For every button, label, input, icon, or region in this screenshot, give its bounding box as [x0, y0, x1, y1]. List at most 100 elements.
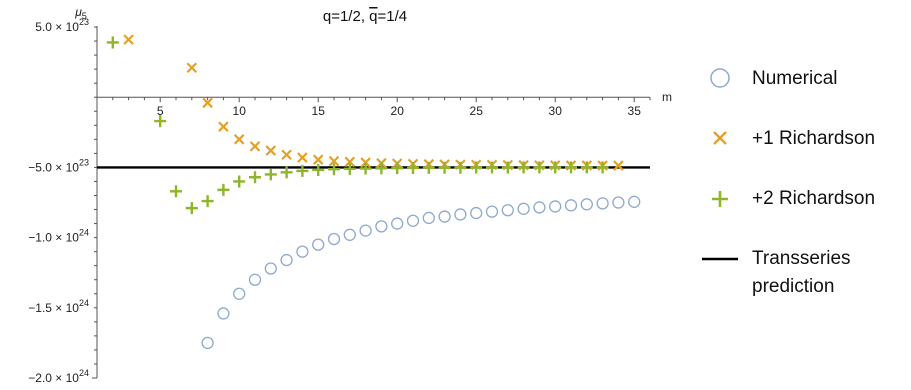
x-tick-label: 10 [233, 104, 247, 118]
numerical-point [359, 224, 372, 237]
numerical-point [501, 204, 514, 217]
richardson2-point [596, 161, 609, 174]
chart-title: q=1/2, q=1/4 [323, 8, 407, 25]
numerical-point [264, 262, 277, 275]
numerical-point [327, 232, 341, 246]
legend-item-richardson-2: +2 Richardson [700, 180, 911, 240]
chart-axes: 5 10 15 20 25 30 35 5.0 × 1023 −5.0 × 1023 −1.0 ×… [28, 5, 672, 385]
cross-marker-icon [713, 131, 727, 145]
numerical-point [628, 195, 641, 208]
richardson2-point [580, 161, 593, 174]
richardson2-point [264, 168, 277, 181]
numerical-point [391, 217, 404, 230]
richardson1-point [249, 141, 261, 152]
x-tick-label: 35 [628, 104, 642, 118]
numerical-point [280, 253, 293, 267]
numerical-point [406, 214, 420, 227]
richardson1-point [218, 121, 229, 132]
richardson1-point [186, 62, 198, 74]
legend-label: prediction [752, 276, 835, 297]
richardson2-point [312, 163, 325, 176]
richardson2-point [422, 161, 435, 174]
richardson2-point [359, 162, 372, 175]
numerical-point [549, 200, 562, 213]
y-tick-label: 5.0 × 1023 [35, 17, 89, 34]
richardson2-point [501, 161, 514, 174]
richardson2-point [407, 161, 419, 174]
richardson2-point [565, 161, 577, 174]
numerical-point [485, 205, 499, 218]
legend-item-richardson-1: +1 Richardson [700, 120, 911, 180]
richardson2-point [233, 175, 246, 188]
numerical-point [596, 197, 609, 210]
numerical-point [533, 201, 546, 214]
numerical-point [233, 287, 246, 300]
richardson2-point [106, 36, 119, 49]
numerical-point [312, 238, 325, 251]
x-tick-label: 25 [470, 104, 484, 118]
numerical-point [454, 208, 467, 221]
x-tick-label: 20 [391, 104, 405, 118]
richardson2-point [170, 185, 182, 198]
richardson1-point [265, 145, 277, 156]
numerical-point [248, 273, 262, 286]
numerical-point [375, 220, 388, 233]
x-tick-label: 5 [157, 104, 164, 118]
circle-marker-icon [710, 68, 730, 88]
richardson2-point [154, 115, 167, 128]
richardson2-point [201, 195, 214, 208]
richardson1-point [281, 149, 292, 161]
richardson1-point [202, 97, 213, 109]
numerical-point [296, 245, 309, 258]
richardson2-point [533, 161, 546, 174]
richardson1-point [297, 152, 308, 163]
richardson2-point [280, 166, 293, 179]
richardson1-point [123, 34, 134, 45]
line-marker-icon [702, 257, 738, 261]
numerical-point [580, 198, 593, 211]
richardson2-point [438, 161, 451, 174]
richardson2-point [343, 162, 356, 175]
richardson1-point [360, 157, 371, 168]
richardson2-point [391, 162, 404, 175]
richardson1-point [233, 134, 245, 145]
y-axis-label: μ5 [74, 5, 87, 21]
numerical-point [217, 307, 230, 320]
numerical-point [438, 210, 451, 223]
x-tick-label: 30 [549, 104, 563, 118]
richardson1-point [312, 154, 324, 165]
legend-item-transseries-cont: prediction [700, 270, 911, 310]
richardson2-point [375, 162, 388, 175]
numerical-point [201, 336, 214, 350]
richardson2-point [454, 161, 467, 174]
richardson2-point [470, 161, 483, 174]
legend-item-numerical: Numerical [700, 60, 911, 120]
richardson1-point [613, 160, 624, 171]
legend: Numerical +1 Richardson +2 Richardson Tr… [700, 60, 911, 310]
y-tick-label: −1.0 × 1024 [28, 228, 89, 245]
numerical-point [564, 199, 578, 212]
numerical-point [343, 228, 356, 241]
richardson2-point [249, 171, 261, 184]
y-tick-label: −1.5 × 1024 [28, 298, 89, 315]
numerical-point [422, 211, 435, 225]
data-marks [106, 34, 641, 350]
numerical-point [470, 206, 483, 220]
richardson1-point [328, 155, 340, 167]
richardson2-point [185, 202, 198, 215]
richardson2-point [217, 183, 230, 196]
plus-marker-icon [712, 191, 728, 207]
richardson2-point [549, 161, 562, 174]
x-axis-label: m [662, 90, 672, 104]
legend-label: +2 Richardson [752, 188, 876, 209]
legend-label: +1 Richardson [752, 128, 876, 149]
richardson2-point [296, 164, 309, 177]
richardson2-point [517, 161, 530, 174]
legend-label: Transseries [752, 248, 851, 269]
richardson2-point [328, 163, 340, 176]
legend-item-transseries: Transseries [700, 240, 911, 270]
richardson2-point [486, 161, 498, 174]
x-tick-label: 15 [312, 104, 326, 118]
numerical-point [612, 196, 625, 209]
